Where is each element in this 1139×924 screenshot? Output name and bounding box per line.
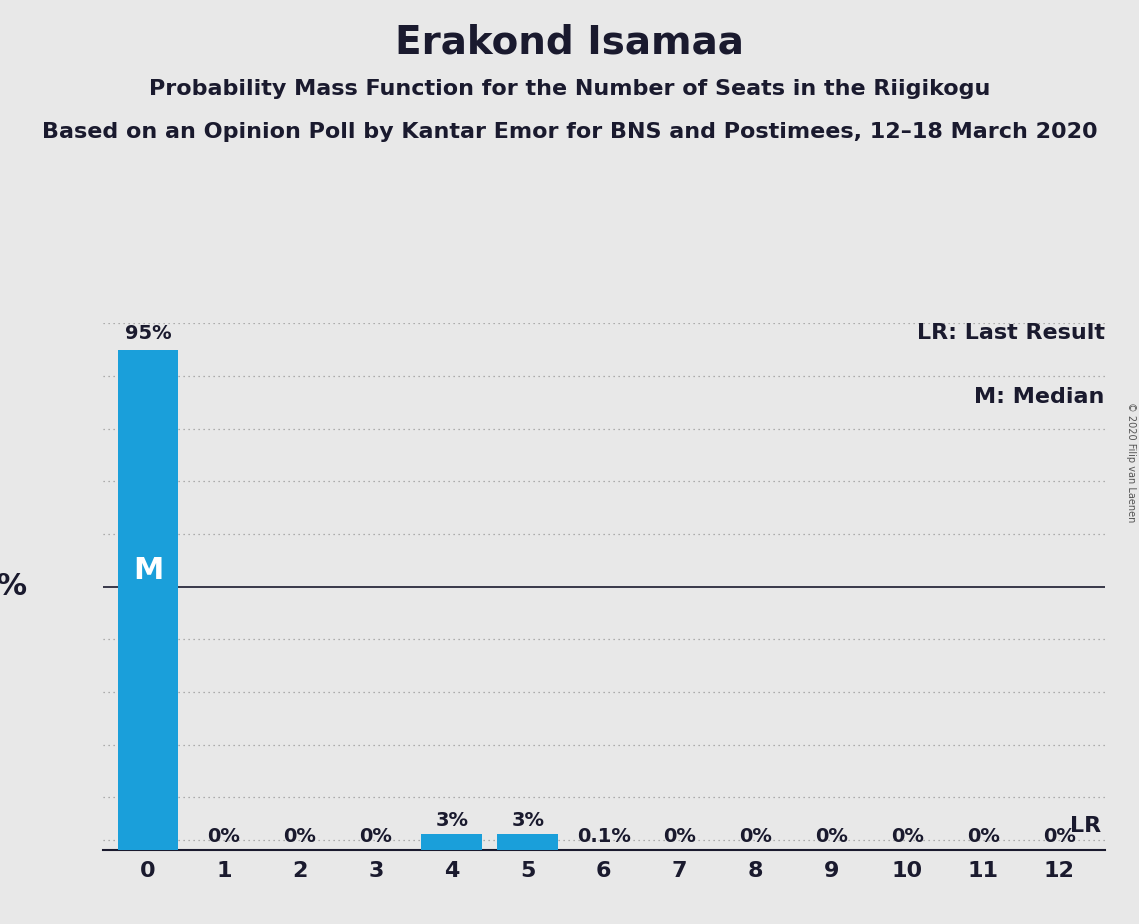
Text: LR: Last Result: LR: Last Result [917, 323, 1105, 344]
Text: 0.1%: 0.1% [576, 827, 631, 845]
Text: 3%: 3% [435, 811, 468, 830]
Text: 0%: 0% [739, 827, 772, 845]
Text: Based on an Opinion Poll by Kantar Emor for BNS and Postimees, 12–18 March 2020: Based on an Opinion Poll by Kantar Emor … [42, 122, 1097, 142]
Text: 0%: 0% [663, 827, 696, 845]
Text: 0%: 0% [1043, 827, 1075, 845]
Text: M: M [133, 556, 163, 586]
Text: 0%: 0% [284, 827, 317, 845]
Text: Probability Mass Function for the Number of Seats in the Riigikogu: Probability Mass Function for the Number… [149, 79, 990, 99]
Text: M: Median: M: Median [975, 386, 1105, 407]
Text: 0%: 0% [816, 827, 847, 845]
Text: 0%: 0% [360, 827, 392, 845]
Text: 3%: 3% [511, 811, 544, 830]
Text: 95%: 95% [125, 324, 171, 344]
Bar [117, 350, 179, 850]
Text: 0%: 0% [891, 827, 924, 845]
Text: © 2020 Filip van Laenen: © 2020 Filip van Laenen [1126, 402, 1136, 522]
Text: 50%: 50% [0, 572, 27, 602]
Text: LR: LR [1070, 816, 1101, 836]
Bar [498, 834, 558, 850]
Text: 0%: 0% [967, 827, 1000, 845]
Bar [421, 834, 482, 850]
Text: 0%: 0% [207, 827, 240, 845]
Text: Erakond Isamaa: Erakond Isamaa [395, 23, 744, 61]
